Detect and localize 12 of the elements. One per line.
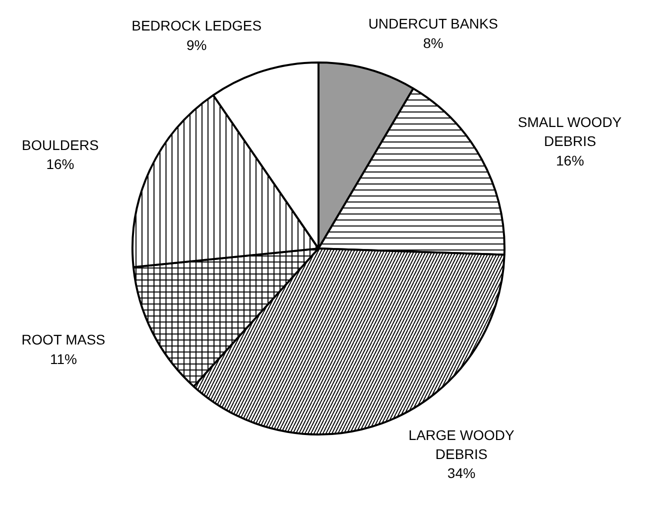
data-label: 9% [186,36,207,53]
slice-label: LARGE WOODY DEBRIS [408,426,515,462]
data-label: 11% [50,350,77,367]
data-label: 8% [423,34,444,51]
slice-label: ROOT MASS [21,332,106,348]
data-label: 34% [447,465,476,482]
slice-label: SMALL WOODY DEBRIS [518,114,622,150]
data-label: 16% [556,152,584,168]
slice-label: BEDROCK LEDGES [132,18,262,34]
slice-label: BOULDERS [22,136,99,153]
data-label: 16% [46,156,74,172]
slice-label: UNDERCUT BANKS [368,16,498,32]
